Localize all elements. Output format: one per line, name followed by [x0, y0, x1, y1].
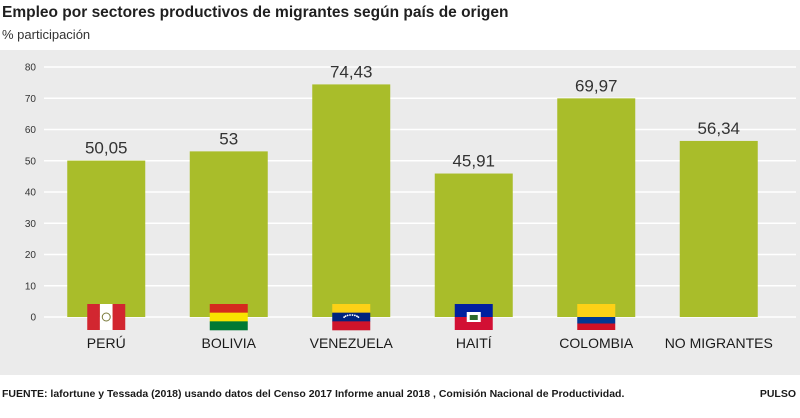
category-label: VENEZUELA [310, 335, 394, 351]
gridlines [44, 66, 796, 318]
y-tick-label: 80 [25, 63, 37, 74]
category-label: PERÚ [87, 335, 126, 351]
bar [557, 98, 636, 317]
flags [87, 304, 616, 331]
value-label: 50,05 [85, 139, 128, 158]
category-label: HAITÍ [456, 335, 492, 351]
bar [189, 151, 268, 317]
category-label: COLOMBIA [559, 335, 634, 351]
source-note: FUENTE: lafortune y Tessada (2018) usand… [2, 388, 625, 400]
peru-flag-icon [87, 304, 126, 330]
y-tick-label: 60 [25, 125, 37, 136]
category-label: NO MIGRANTES [665, 335, 773, 351]
labels: 50,05 PERÚ 53 BOLIVIA 74,43 VENEZUELA 45,91 HAI… [85, 62, 773, 351]
value-label: 74,43 [330, 62, 373, 81]
colombia-flag-icon [577, 304, 616, 330]
y-tick-label: 30 [25, 219, 37, 230]
category-label: BOLIVIA [202, 335, 257, 351]
y-axis-ticks: 0 10 20 30 40 50 60 70 80 [25, 63, 37, 324]
y-tick-label: 10 [25, 281, 37, 292]
bars [67, 84, 758, 317]
y-tick-label: 40 [25, 188, 37, 199]
chart-title: Empleo por sectores productivos de migra… [2, 4, 509, 21]
bolivia-flag-icon [209, 304, 248, 331]
brand-logo-text: PULSO [759, 388, 796, 400]
haiti-flag-icon [454, 304, 493, 330]
value-label: 45,91 [452, 152, 495, 171]
bar [434, 173, 513, 317]
value-label: 53 [219, 129, 238, 148]
y-tick-label: 0 [30, 313, 36, 324]
value-label: 69,97 [575, 76, 618, 95]
bar [67, 160, 146, 317]
bar [312, 84, 391, 317]
bar [679, 140, 758, 317]
y-tick-label: 70 [25, 94, 37, 105]
chart-subtitle: % participación [2, 27, 91, 42]
bar-chart: 0 10 20 30 40 50 60 70 80 50,05 PERÚ 53 BOLIVIA 74,4… [25, 62, 796, 351]
y-tick-label: 50 [25, 156, 37, 167]
y-tick-label: 20 [25, 250, 37, 261]
venezuela-flag-icon [332, 304, 371, 331]
value-label: 56,34 [697, 119, 740, 138]
